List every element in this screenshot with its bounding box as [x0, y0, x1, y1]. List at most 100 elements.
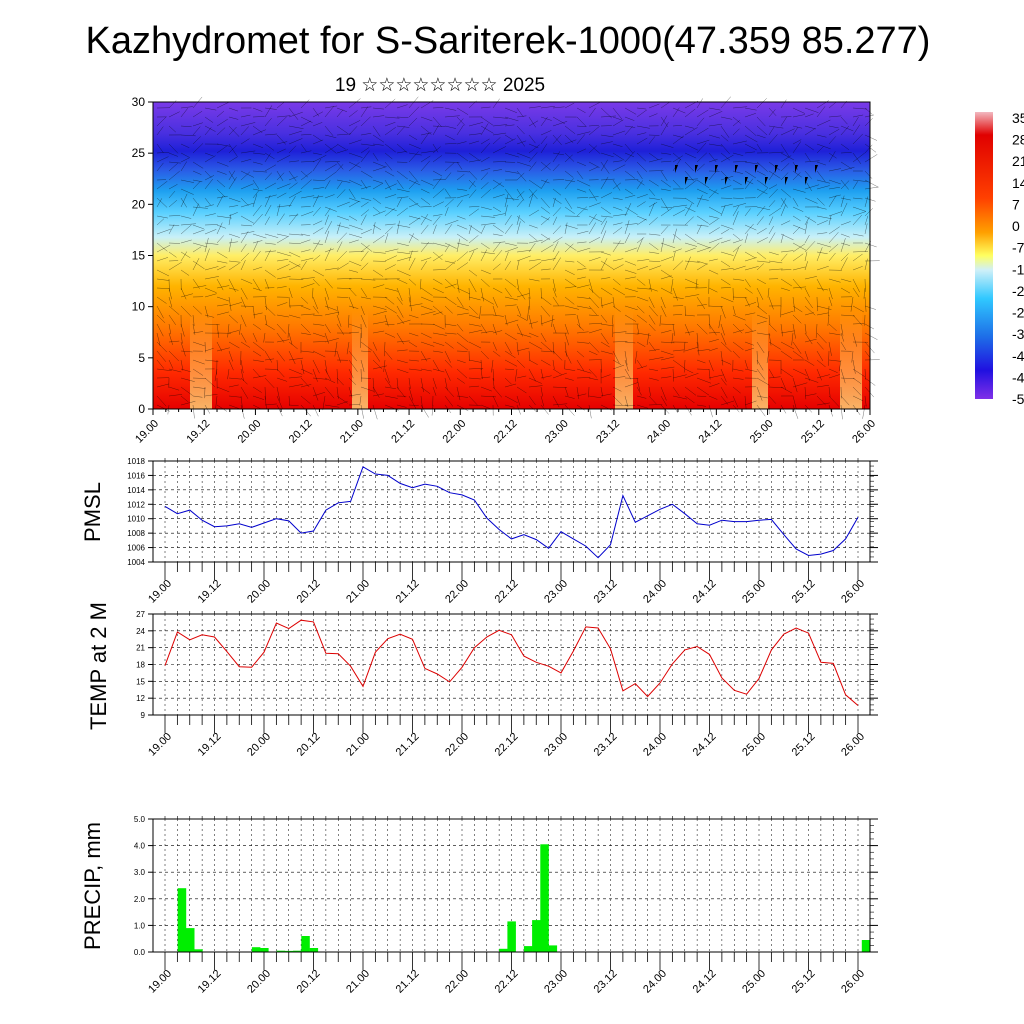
- wind-barb: [444, 278, 456, 289]
- wind-barb: [420, 241, 430, 253]
- wind-barb: [372, 284, 385, 289]
- wind-barb: [720, 377, 727, 386]
- wind-barb: [540, 332, 547, 343]
- wind-barb: [636, 194, 648, 199]
- wind-barb: [624, 382, 639, 388]
- wind-barb: [696, 349, 710, 352]
- colorbar-tick-label: -3: [1012, 326, 1024, 342]
- wind-barb: [252, 375, 267, 379]
- wind-barb: [838, 359, 842, 372]
- wind-barb: [718, 314, 722, 329]
- x-tick-label: 23.12: [592, 731, 620, 759]
- wind-barb: [648, 278, 652, 292]
- wind-barb: [792, 286, 807, 289]
- wind-barb: [612, 119, 624, 127]
- wind-barb: [624, 203, 632, 217]
- wind-barb: [384, 350, 393, 360]
- wind-barb: [480, 323, 488, 334]
- wind-barb: [312, 179, 326, 181]
- wind-barb: [156, 197, 168, 208]
- wind-barb: [216, 323, 220, 338]
- wind-barb: [432, 251, 443, 260]
- wind-barb: [636, 152, 646, 162]
- wind-barb: [444, 386, 455, 397]
- wind-barb: [552, 216, 558, 226]
- wind-barb: [588, 202, 601, 208]
- precip-bar: [548, 945, 558, 953]
- wind-barb: [240, 150, 256, 154]
- figure-title: Kazhydromet for S-Sariterek-1000(47.359 …: [86, 20, 931, 62]
- wind-barb: [480, 278, 490, 287]
- wind-barb: [862, 404, 866, 419]
- wind-barb: [636, 170, 643, 180]
- wind-barb: [312, 187, 325, 190]
- wind-barb: [324, 221, 333, 235]
- wind-barb: [840, 152, 852, 154]
- wind-barb: [372, 251, 386, 254]
- wind-barb: [744, 151, 755, 154]
- wind-barb: [768, 323, 777, 332]
- wind-barb: [672, 152, 682, 161]
- wind-barb: [432, 287, 444, 294]
- wind-barb: [384, 305, 397, 314]
- wind-barb: [240, 126, 249, 136]
- wind-barb: [240, 138, 250, 145]
- wind-barb: [396, 377, 399, 390]
- wind-barb: [552, 121, 568, 127]
- wind-barb: [828, 368, 838, 373]
- wind-barb: [264, 118, 272, 127]
- wind-barb: [528, 261, 542, 271]
- wind-barb: [456, 312, 469, 316]
- wind-barb: [780, 198, 787, 208]
- wind-barb: [192, 404, 195, 419]
- wind-barb: [336, 181, 343, 190]
- wind-barb: [408, 117, 418, 127]
- wind-barb: [564, 377, 574, 381]
- x-tick-label: 24.00: [645, 418, 673, 446]
- wind-barb: [216, 404, 228, 412]
- wind-barb: [180, 305, 192, 317]
- wind-barb: [396, 269, 411, 277]
- wind-barb: [792, 226, 801, 235]
- wind-barb: [420, 155, 431, 163]
- wind-barb: [456, 296, 464, 308]
- wind-barb: [804, 305, 816, 316]
- wind-barb: [504, 383, 517, 388]
- wind-barb: [264, 323, 275, 331]
- wind-barb: [312, 152, 322, 155]
- wind-barb: [420, 179, 434, 186]
- wind-barb: [444, 368, 451, 381]
- wind-barb: [828, 374, 840, 379]
- wind-barb: [840, 116, 848, 125]
- wind-barb: [804, 160, 820, 163]
- wind-barb: [216, 188, 226, 198]
- wind-barb: [180, 188, 194, 195]
- precip-axes: 0.01.02.03.04.05.019.00 19.12 20.00 20.12 21…: [134, 815, 878, 996]
- wind-barb: [324, 180, 331, 190]
- wind-barb: [564, 260, 575, 263]
- wind-barb: [828, 215, 832, 226]
- wind-barb: [528, 152, 538, 163]
- wind-barb: [312, 332, 326, 338]
- wind-barb: [744, 223, 754, 235]
- wind-barb: [408, 250, 413, 262]
- wind-barb: [720, 305, 726, 319]
- wind-barb: [444, 224, 453, 235]
- wind-barb: [192, 285, 207, 289]
- wind-barb: [720, 260, 731, 268]
- wind-barb: [600, 161, 610, 174]
- wind-barb: [768, 125, 784, 129]
- wind-barb: [384, 143, 396, 153]
- wind-barb: [384, 122, 396, 127]
- wind-barb: [384, 296, 395, 305]
- wind-barb: [756, 320, 767, 325]
- wind-barb: [564, 139, 577, 145]
- wind-barb: [552, 359, 555, 370]
- y-tick-label: 0.0: [134, 948, 146, 957]
- wind-barb: [240, 260, 246, 271]
- wind-barb: [816, 265, 829, 271]
- wind-barb: [576, 359, 585, 372]
- wind-barb: [360, 179, 368, 189]
- wind-barb: [456, 262, 469, 271]
- wind-barb: [504, 377, 512, 385]
